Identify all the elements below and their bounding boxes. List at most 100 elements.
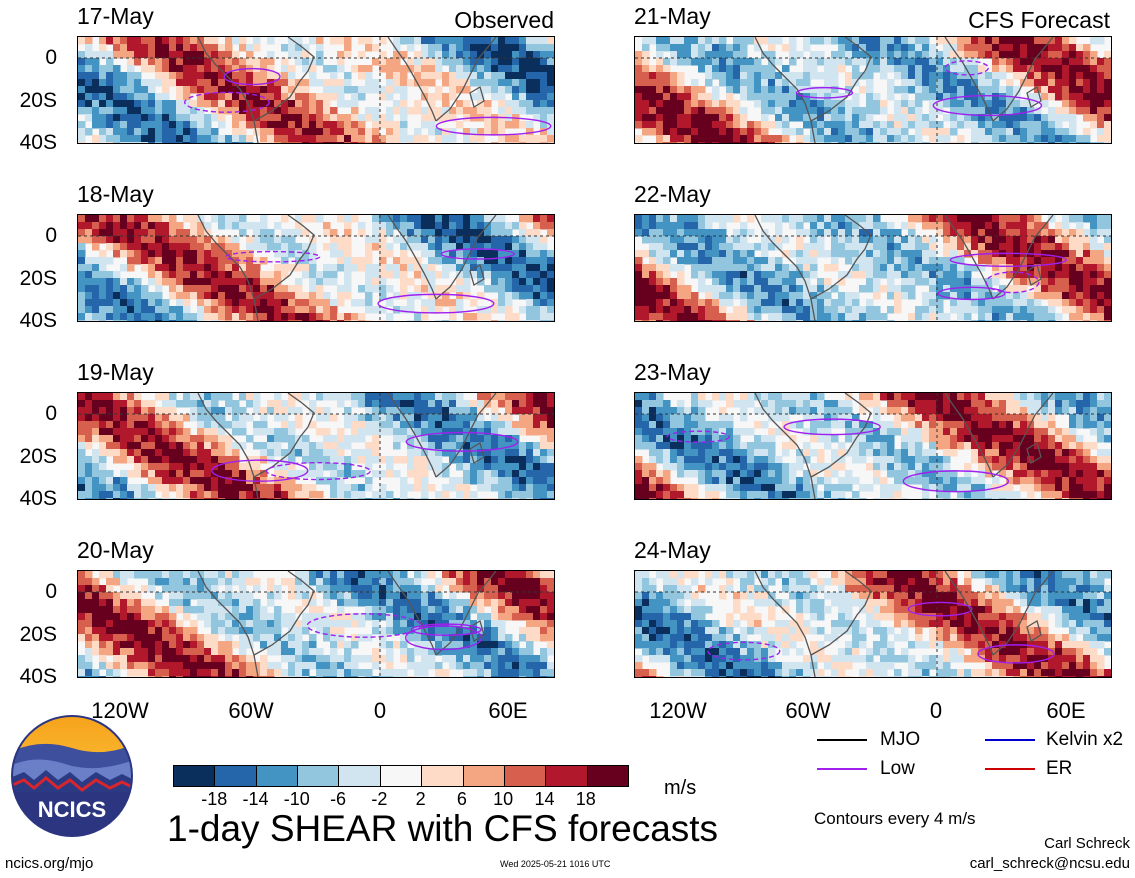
shear-cell: [379, 627, 387, 635]
shear-cell: [498, 86, 506, 94]
shear-cell: [442, 449, 450, 457]
coastline: [435, 37, 497, 122]
shear-cell: [106, 313, 114, 321]
shear-cell: [162, 606, 170, 614]
shear-cell: [204, 264, 212, 272]
shear-cell: [232, 72, 240, 80]
shear-cell: [733, 135, 741, 143]
shear-cell: [127, 313, 135, 321]
shear-cell: [540, 121, 548, 129]
shear-cell: [393, 620, 401, 628]
shear-cell: [211, 599, 219, 607]
shear-cell: [887, 65, 895, 73]
shear-cell: [211, 292, 219, 300]
shear-cell: [747, 229, 755, 237]
shear-cell: [470, 51, 478, 59]
shear-cell: [477, 606, 485, 614]
shear-cell: [281, 634, 289, 642]
shear-cell: [526, 648, 534, 656]
shear-cell: [1048, 37, 1056, 45]
shear-cell: [922, 121, 930, 129]
shear-cell: [337, 599, 345, 607]
shear-cell: [726, 86, 734, 94]
shear-cell: [113, 285, 121, 293]
shear-cell: [915, 51, 923, 59]
shear-cell: [407, 634, 415, 642]
shear-cell: [428, 407, 436, 415]
shear-cell: [316, 100, 324, 108]
shear-cell: [421, 278, 429, 286]
shear-cell: [267, 285, 275, 293]
shear-cell: [288, 65, 296, 73]
shear-cell: [281, 299, 289, 307]
shear-cell: [113, 592, 121, 600]
shear-cell: [288, 491, 296, 499]
shear-cell: [302, 655, 310, 663]
shear-cell: [782, 142, 790, 143]
shear-cell: [526, 498, 534, 499]
shear-cell: [358, 456, 366, 464]
shear-cell: [183, 306, 191, 314]
shear-cell: [950, 79, 958, 87]
shear-cell: [754, 79, 762, 87]
shear-cell: [407, 400, 415, 408]
shear-cell: [1104, 93, 1111, 101]
shear-cell: [526, 250, 534, 258]
shear-cell: [414, 627, 422, 635]
shear-cell: [491, 229, 499, 237]
shear-cell: [435, 634, 443, 642]
shear-cell: [519, 285, 527, 293]
shear-cell: [281, 285, 289, 293]
shear-cell: [908, 79, 916, 87]
shear-cell: [232, 676, 240, 677]
shear-cell: [239, 37, 247, 45]
shear-cell: [113, 456, 121, 464]
shear-cell: [782, 100, 790, 108]
shear-cell: [838, 100, 846, 108]
shear-cell: [99, 477, 107, 485]
shear-cell: [1041, 142, 1049, 143]
shear-cell: [1006, 215, 1014, 223]
shear-cell: [880, 236, 888, 244]
shear-cell: [148, 627, 156, 635]
shear-cell: [999, 121, 1007, 129]
shear-cell: [162, 107, 170, 115]
shear-cell: [232, 215, 240, 223]
shear-cell: [533, 86, 541, 94]
shear-cell: [218, 72, 226, 80]
shear-cell: [78, 662, 86, 670]
shear-cell: [852, 107, 860, 115]
shear-cell: [330, 229, 338, 237]
shear-cell: [845, 229, 853, 237]
shear-cell: [183, 613, 191, 621]
shear-cell: [358, 257, 366, 265]
shear-cell: [505, 121, 513, 129]
shear-cell: [663, 107, 671, 115]
shear-cell: [498, 599, 506, 607]
shear-cell: [281, 484, 289, 492]
shear-cell: [533, 592, 541, 600]
shear-cell: [421, 477, 429, 485]
shear-cell: [302, 313, 310, 321]
shear-cell: [456, 215, 464, 223]
shear-cell: [274, 79, 282, 87]
shear-cell: [407, 613, 415, 621]
shear-cell: [134, 414, 142, 422]
shear-cell: [491, 578, 499, 586]
shear-cell: [92, 271, 100, 279]
shear-cell: [414, 477, 422, 485]
shear-cell: [92, 72, 100, 80]
shear-cell: [978, 79, 986, 87]
shear-cell: [211, 620, 219, 628]
shear-cell: [649, 121, 657, 129]
shear-cell: [134, 400, 142, 408]
shear-cell: [484, 456, 492, 464]
shear-cell: [547, 491, 554, 499]
shear-cell: [908, 243, 916, 251]
shear-cell: [484, 128, 492, 136]
shear-cell: [859, 229, 867, 237]
shear-cell: [155, 313, 163, 321]
shear-cell: [176, 456, 184, 464]
shear-cell: [442, 400, 450, 408]
shear-cell: [323, 634, 331, 642]
